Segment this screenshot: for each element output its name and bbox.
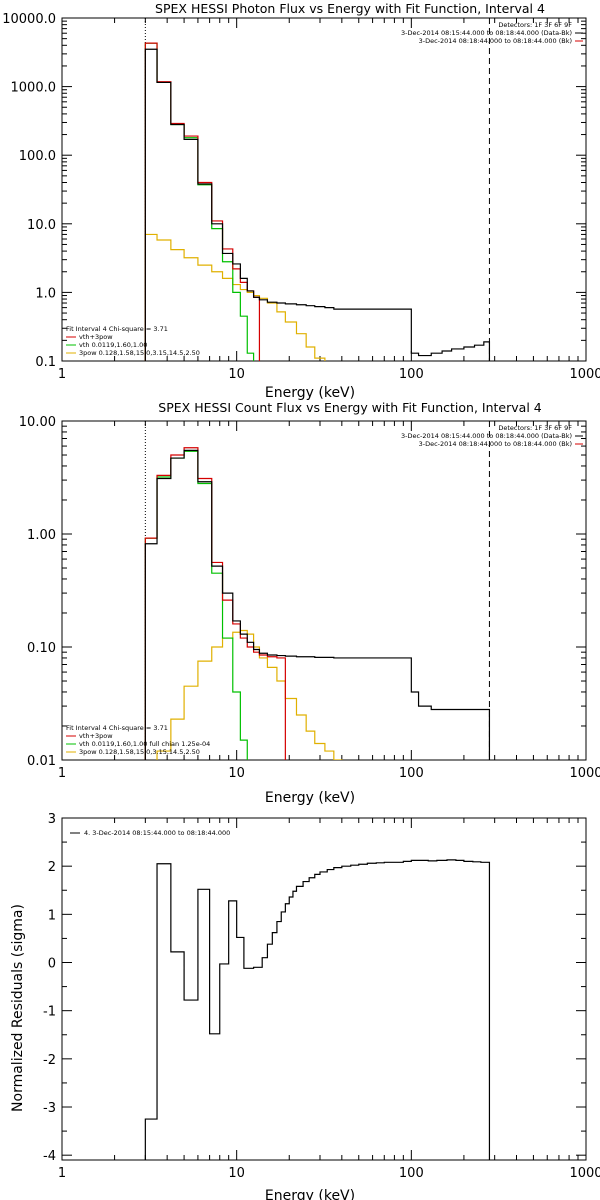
legend-top-right-text: Detectors: 1F 3F 6F 9F [498, 424, 572, 432]
x-tick-label: 1000 [569, 367, 600, 382]
plot-frame [61, 817, 587, 1161]
x-tick-label: 1 [58, 766, 66, 781]
x-tick-label: 1000 [569, 1166, 600, 1181]
legend-top-right-text: 3-Dec-2014 08:18:44.000 to 08:18:44.000 … [419, 440, 572, 448]
y-tick-label: 10.00 [19, 415, 56, 430]
y-tick-label: 100.0 [19, 149, 56, 164]
photon-flux-xlabel: Energy (keV) [265, 385, 355, 401]
x-tick-label: 100 [399, 367, 424, 382]
y-tick-label: 10000.0 [2, 12, 56, 27]
legend-bottom-left-text: 3pow 0.128,1.58,15.0,3.15,14.5,2.50 [79, 748, 200, 756]
legend-top-right-text: 3-Dec-2014 08:15:44.000 to 08:18:44.000 … [401, 29, 572, 37]
y-tick-label: 2 [48, 860, 56, 875]
legend-bottom-left-text: vth+3pow [79, 732, 113, 740]
y-tick-label: 0.01 [27, 754, 56, 769]
y-tick-label: 0 [48, 957, 56, 972]
residuals-xlabel: Energy (keV) [265, 1188, 355, 1200]
legend-bottom-left-text: 3pow 0.128,1.58,15.0,3.15,14.5,2.50 [79, 349, 200, 357]
y-tick-label: 1000.0 [11, 81, 57, 96]
residuals-panel: Energy (keV) Normalized Residuals (sigma… [10, 812, 600, 1200]
x-tick-label: 10 [228, 766, 245, 781]
residuals-ylabel: Normalized Residuals (sigma) [10, 904, 26, 1112]
x-tick-label: 10 [228, 367, 245, 382]
plot-frame [61, 420, 587, 761]
y-tick-label: 3 [48, 812, 56, 827]
y-tick-label: 1.00 [27, 528, 56, 543]
series-4-3-dec-2014-08-15-44-000-to-08-18-44-000 [144, 859, 491, 1160]
series-vth [144, 450, 248, 760]
legend-top-right-text: 3-Dec-2014 08:18:44.000 to 08:18:44.000 … [419, 37, 572, 45]
y-tick-label: 10.0 [27, 218, 56, 233]
count-flux-panel: SPEX HESSI Count Flux vs Energy with Fit… [19, 400, 600, 806]
legend-bottom-left-text: vth+3pow [79, 333, 113, 341]
photon-flux-title: SPEX HESSI Photon Flux vs Energy with Fi… [155, 1, 545, 16]
series-3pow [156, 629, 343, 760]
legend-top-right-text: Detectors: 1F 3F 6F 9F [498, 21, 572, 29]
x-tick-label: 100 [399, 766, 424, 781]
plot-frame [61, 17, 587, 362]
y-tick-label: 0.10 [27, 641, 56, 656]
y-tick-label: -4 [43, 1149, 56, 1164]
x-tick-label: 1 [58, 1166, 66, 1181]
count-flux-xlabel: Energy (keV) [265, 790, 355, 806]
legend-bottom-left-text: Fit Interval 4 Chi-square = 3.71 [66, 325, 168, 333]
y-tick-label: 1 [48, 908, 56, 923]
legend-top-right-text: 3-Dec-2014 08:15:44.000 to 08:18:44.000 … [401, 432, 572, 440]
y-tick-label: 0.1 [35, 355, 56, 370]
y-tick-label: -2 [43, 1053, 56, 1068]
x-tick-label: 100 [399, 1166, 424, 1181]
series-data-bk [144, 449, 491, 760]
series-data-bk [144, 48, 491, 361]
x-tick-label: 1000 [569, 766, 600, 781]
legend-top-left-text: 4. 3-Dec-2014 08:15:44.000 to 08:18:44.0… [84, 829, 230, 837]
y-tick-label: 1.0 [35, 286, 56, 301]
legend-bottom-left-text: vth 0.0119,1.60,1.00 full chian 1.25e-04 [79, 740, 210, 748]
x-tick-label: 10 [228, 1166, 245, 1181]
y-tick-label: -1 [43, 1005, 56, 1020]
legend-bottom-left-text: Fit Interval 4 Chi-square = 3.71 [66, 724, 168, 732]
y-tick-label: -3 [43, 1101, 56, 1116]
series-3pow [144, 233, 326, 361]
count-flux-title: SPEX HESSI Count Flux vs Energy with Fit… [158, 400, 541, 415]
legend-bottom-left-text: vth 0.0119,1.60,1.00 [79, 341, 147, 349]
x-tick-label: 1 [58, 367, 66, 382]
photon-flux-panel: SPEX HESSI Photon Flux vs Energy with Fi… [2, 1, 600, 401]
